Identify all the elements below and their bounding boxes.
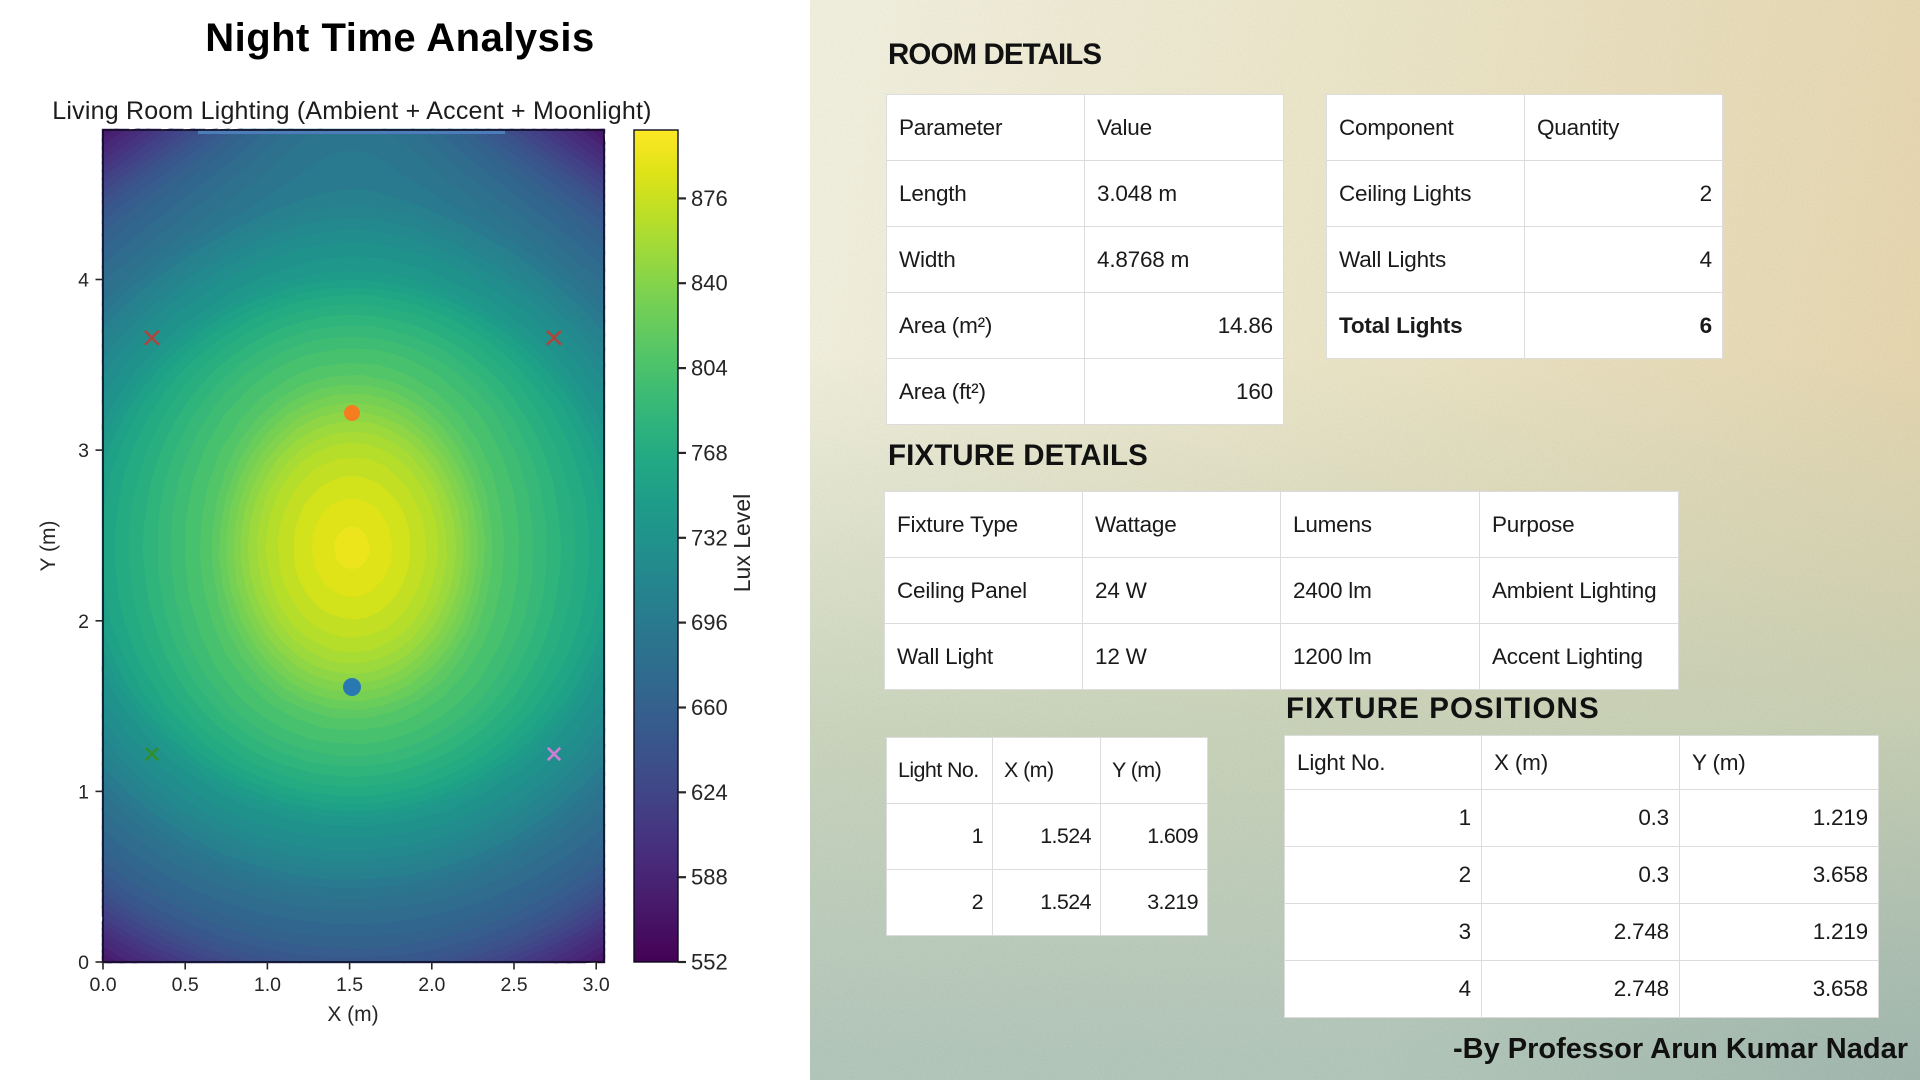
svg-text:X (m): X (m) (327, 1003, 378, 1026)
svg-text:Y (m): Y (m) (37, 521, 60, 572)
svg-text:Lux Level: Lux Level (729, 494, 755, 592)
svg-text:3: 3 (78, 440, 89, 462)
svg-text:876: 876 (691, 186, 728, 211)
svg-text:0.0: 0.0 (89, 974, 116, 996)
svg-text:840: 840 (691, 271, 728, 296)
svg-text:804: 804 (691, 356, 728, 381)
svg-text:660: 660 (691, 695, 728, 720)
svg-text:1.5: 1.5 (336, 974, 363, 996)
svg-text:1.0: 1.0 (254, 974, 281, 996)
svg-text:732: 732 (691, 525, 728, 550)
svg-text:1: 1 (78, 781, 89, 803)
svg-text:0.5: 0.5 (172, 974, 199, 996)
svg-text:588: 588 (691, 865, 728, 890)
svg-text:0: 0 (78, 952, 89, 974)
svg-text:2: 2 (78, 611, 89, 633)
svg-text:768: 768 (691, 440, 728, 465)
svg-text:696: 696 (691, 610, 728, 635)
svg-text:552: 552 (691, 950, 728, 975)
svg-text:2.0: 2.0 (418, 974, 445, 996)
svg-text:2.5: 2.5 (500, 974, 527, 996)
svg-text:3.0: 3.0 (583, 974, 610, 996)
svg-text:624: 624 (691, 780, 728, 805)
svg-text:4: 4 (78, 270, 89, 292)
svg-text:Living Room Lighting (Ambient: Living Room Lighting (Ambient + Accent +… (52, 97, 651, 125)
